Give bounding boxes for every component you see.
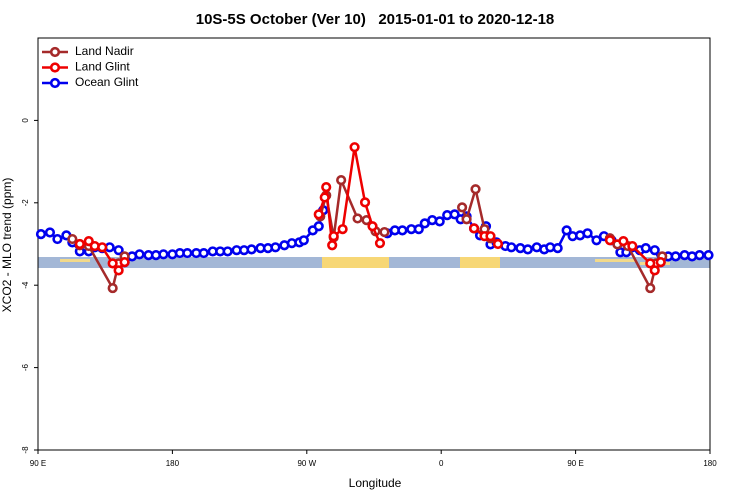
legend-label: Ocean Glint	[75, 75, 139, 89]
data-point	[319, 192, 330, 203]
data-point	[670, 251, 681, 262]
data-point	[158, 249, 169, 260]
legend-marker	[49, 77, 61, 89]
x-tick-label: 90 E	[30, 459, 46, 468]
data-point	[119, 257, 130, 268]
data-point	[506, 242, 517, 253]
data-point	[655, 257, 666, 268]
data-point	[379, 226, 390, 238]
data-point	[492, 238, 504, 250]
data-point	[618, 236, 629, 247]
data-point	[468, 223, 480, 234]
legend-label: Land Glint	[75, 60, 130, 74]
y-tick-label: 0	[21, 118, 30, 123]
data-point	[313, 221, 324, 232]
data-point	[349, 142, 360, 153]
x-tick-label: 180	[703, 459, 717, 468]
data-point	[97, 242, 108, 253]
chart-title: 10S-5S October (Ver 10) 2015-01-01 to 20…	[196, 11, 555, 28]
data-point	[182, 247, 193, 259]
data-point	[134, 249, 145, 260]
data-point	[352, 213, 363, 224]
data-point	[604, 235, 616, 246]
plot-frame	[37, 37, 711, 451]
data-point	[561, 225, 572, 236]
data-point	[336, 175, 347, 186]
legend-label: Land Nadir	[75, 44, 134, 58]
data-point	[246, 244, 257, 255]
data-point	[649, 265, 660, 276]
data-point	[552, 243, 563, 254]
x-tick-label: 90 E	[567, 459, 583, 468]
data-point	[397, 225, 408, 236]
data-point	[522, 244, 533, 255]
data-point	[52, 233, 63, 245]
data-point	[359, 197, 371, 208]
data-point	[374, 238, 386, 249]
y-axis-label: XCO2 - MLO trend (ppm)	[0, 178, 14, 313]
data-point	[649, 245, 660, 256]
data-point	[645, 258, 656, 269]
data-point	[640, 243, 651, 254]
y-tick-label: -8	[21, 446, 30, 454]
data-point	[591, 235, 602, 246]
data-point	[645, 282, 656, 294]
data-point	[113, 245, 124, 256]
data-point	[321, 182, 332, 193]
data-point	[413, 224, 424, 235]
data-point	[44, 227, 56, 238]
data-point	[434, 216, 445, 227]
data-point	[35, 229, 47, 240]
data-point	[313, 209, 324, 220]
y-tick-label: -2	[21, 199, 30, 207]
x-axis-label: Longitude	[349, 476, 402, 490]
series-line	[71, 175, 664, 292]
data-point	[367, 221, 378, 232]
y-tick-label: -6	[21, 363, 30, 371]
data-point	[582, 228, 593, 239]
data-point	[107, 258, 118, 269]
y-tick-label: -4	[21, 281, 30, 289]
data-point	[457, 202, 468, 213]
legend-marker	[49, 46, 61, 58]
data-point	[470, 184, 481, 195]
data-point	[703, 250, 714, 261]
data-point	[113, 265, 124, 276]
legend-marker	[49, 62, 61, 73]
data-point	[74, 238, 85, 250]
data-point	[694, 250, 705, 261]
data-point	[327, 240, 338, 251]
data-point	[107, 282, 118, 294]
x-tick-label: 0	[439, 459, 444, 468]
data-point	[298, 235, 309, 246]
data-point	[328, 231, 339, 242]
data-point	[461, 214, 472, 225]
data-point	[198, 247, 209, 259]
data-point	[337, 224, 348, 235]
data-point	[485, 231, 496, 242]
data-point	[67, 233, 78, 245]
data-point	[627, 240, 638, 252]
x-tick-label: 90 W	[297, 459, 316, 468]
data-point	[222, 246, 233, 257]
data-point	[270, 242, 281, 253]
x-tick-label: 180	[166, 459, 180, 468]
